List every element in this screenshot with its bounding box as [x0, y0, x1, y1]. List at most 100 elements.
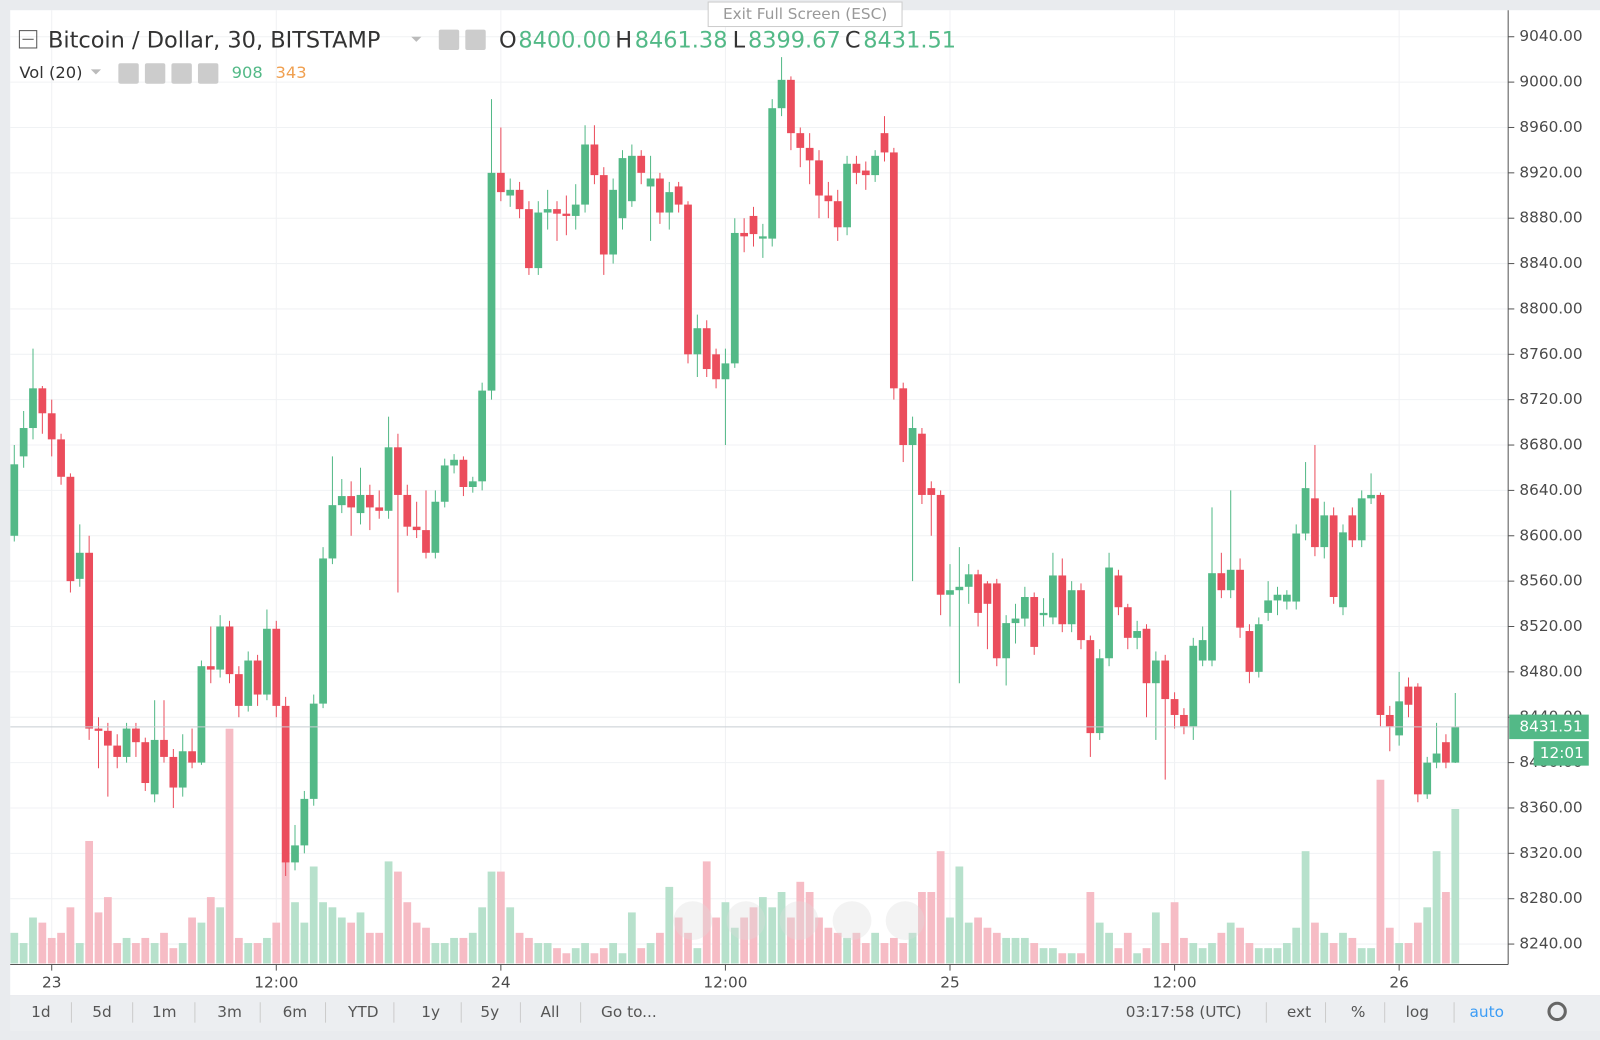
- close-label: C: [845, 27, 861, 53]
- candle-body: [450, 459, 458, 466]
- candle-body: [1142, 628, 1151, 684]
- vol-add-icon[interactable]: [171, 63, 192, 84]
- price-label-box: [1509, 714, 1589, 740]
- volume-value: 908: [232, 63, 263, 82]
- option-button[interactable]: log: [1406, 1003, 1429, 1021]
- volume-bar: [1404, 943, 1413, 964]
- volume-bar: [899, 943, 908, 964]
- range-button[interactable]: 1d: [31, 1003, 50, 1021]
- volume-bar: [132, 943, 140, 964]
- candle-body: [225, 626, 234, 675]
- candle-body: [487, 172, 496, 391]
- volume-bar: [974, 917, 982, 964]
- volume-bar: [646, 943, 655, 964]
- reset[interactable]: [779, 901, 819, 940]
- volume-bar: [515, 932, 524, 964]
- volume-bar: [1198, 948, 1207, 964]
- scroll-left[interactable]: [673, 901, 713, 940]
- candle-body: [57, 439, 65, 477]
- candle-body: [347, 496, 356, 508]
- volume-bar: [684, 932, 692, 964]
- y-tick-label: 8800.00: [1519, 299, 1582, 317]
- range-button[interactable]: Go to...: [601, 1003, 657, 1021]
- candle-body: [618, 158, 627, 219]
- volume-bar: [1142, 948, 1151, 964]
- vol-remove-icon[interactable]: [197, 63, 219, 84]
- candle-body: [1020, 597, 1029, 619]
- exit-fullscreen[interactable]: [707, 1, 903, 28]
- volume-bar: [19, 943, 28, 964]
- option-button[interactable]: ext: [1287, 1003, 1311, 1021]
- volume-bar: [721, 902, 730, 964]
- y-tick-label: 8280.00: [1519, 889, 1582, 907]
- volume-bar: [534, 943, 543, 964]
- range-button[interactable]: 5d: [92, 1003, 111, 1021]
- volume-bar: [141, 937, 150, 964]
- option-button[interactable]: auto: [1470, 1003, 1504, 1021]
- volume-bar: [543, 943, 552, 964]
- volume-bar: [178, 943, 187, 964]
- volume-dropdown[interactable]: [90, 69, 102, 75]
- volume-bar: [468, 932, 477, 964]
- candle-body: [871, 155, 880, 176]
- volume-bar: [440, 943, 449, 964]
- range-button[interactable]: 3m: [217, 1003, 242, 1021]
- zoom-controls[interactable]: [673, 901, 925, 940]
- range-button[interactable]: YTD: [347, 1003, 378, 1021]
- range-button[interactable]: 6m: [283, 1003, 308, 1021]
- candle-body: [1273, 594, 1282, 601]
- range-button[interactable]: 1y: [421, 1003, 440, 1021]
- candle-body: [253, 660, 262, 695]
- candle-body: [1395, 701, 1404, 736]
- settings-gear[interactable]: [1547, 1001, 1567, 1022]
- volume-bar: [1226, 922, 1235, 964]
- candle-body: [964, 574, 973, 587]
- candle-body: [113, 745, 122, 757]
- volume-bar: [169, 948, 178, 964]
- volume-bar: [815, 917, 823, 964]
- candle-body: [337, 496, 346, 506]
- volume-bar: [1385, 927, 1394, 964]
- range-button[interactable]: 1m: [152, 1003, 177, 1021]
- y-tick-label: 8840.00: [1519, 254, 1582, 272]
- candle-body: [19, 428, 28, 457]
- zoom-in[interactable]: [832, 901, 872, 940]
- collapse-icon[interactable]: [18, 30, 38, 49]
- volume-bar: [787, 917, 795, 964]
- volume-bar: [852, 932, 861, 964]
- volume-bar: [674, 917, 683, 964]
- candle-body: [646, 178, 655, 187]
- volume-bar: [160, 932, 168, 964]
- y-tick-label: 8720.00: [1519, 390, 1582, 408]
- volume-bar: [553, 948, 561, 964]
- zoom-out[interactable]: [726, 901, 766, 940]
- scroll-right[interactable]: [885, 901, 925, 940]
- hide-icon[interactable]: [438, 29, 460, 51]
- open-value: 8400.00: [518, 27, 611, 53]
- title-dropdown[interactable]: [411, 36, 422, 42]
- candle-body: [543, 209, 552, 213]
- y-tick-label: 8320.00: [1519, 844, 1582, 862]
- volume-bar: [1095, 922, 1104, 964]
- candle-body: [693, 328, 702, 355]
- candle-body: [1002, 623, 1011, 659]
- range-button[interactable]: 5y: [480, 1003, 499, 1021]
- x-tick-label: 12:00: [254, 973, 298, 991]
- volume-bar: [796, 881, 805, 964]
- volume-bar: [749, 907, 758, 964]
- candle-body: [1198, 640, 1207, 661]
- volume-bar: [1067, 953, 1076, 964]
- volume-bar: [1114, 948, 1123, 964]
- volume-bar: [936, 851, 945, 964]
- volume-bar: [1189, 943, 1198, 964]
- volume-bar: [356, 912, 365, 964]
- settings-icon[interactable]: [465, 29, 486, 51]
- candle-body: [590, 144, 599, 176]
- range-button[interactable]: All: [541, 1003, 560, 1021]
- vol-hide-icon[interactable]: [118, 63, 139, 84]
- volume-label: Vol (20): [19, 63, 82, 82]
- candle-body: [899, 388, 908, 446]
- option-button[interactable]: %: [1351, 1003, 1366, 1021]
- candle-body: [1423, 762, 1432, 795]
- vol-settings-icon[interactable]: [144, 63, 166, 84]
